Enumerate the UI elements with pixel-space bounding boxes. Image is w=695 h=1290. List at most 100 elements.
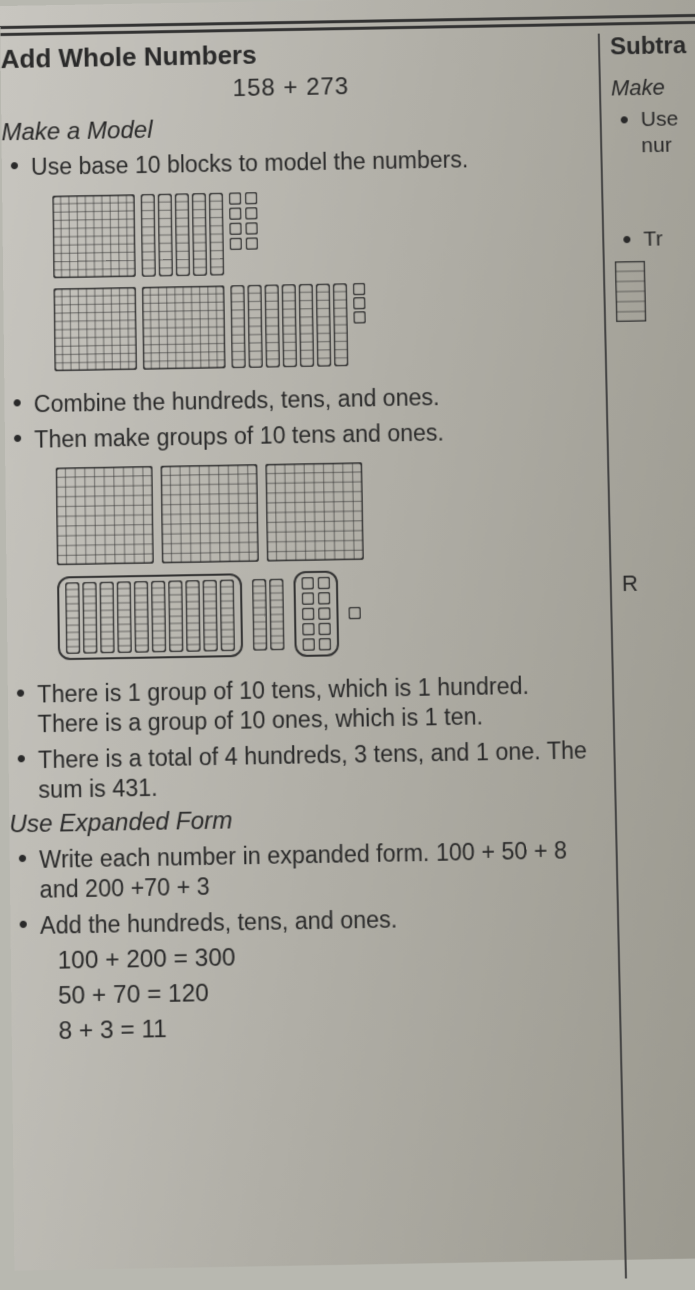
one-block-icon: [353, 311, 365, 323]
one-block-icon: [302, 577, 314, 589]
ten-block-icon: [220, 580, 235, 652]
loose-tens: [252, 579, 284, 651]
one-block-icon: [318, 577, 330, 589]
one-block-icon: [229, 222, 241, 234]
hundred-block-icon: [265, 462, 363, 561]
one-block-icon: [302, 593, 314, 605]
one-block-icon: [318, 592, 330, 604]
one-block-icon: [318, 608, 330, 620]
ten-block-icon: [299, 284, 314, 367]
one-block-icon: [303, 639, 315, 651]
hundred-block-icon: [56, 466, 154, 565]
equation: 50 + 70 = 120: [58, 972, 601, 1011]
side-partial-block: [615, 260, 695, 327]
side-title: Subtra: [610, 32, 695, 62]
partial-block-icon: [615, 261, 646, 322]
expression: 158 + 273: [1, 69, 581, 107]
ones-group: [229, 192, 258, 250]
ten-block-icon: [265, 284, 280, 367]
one-block-icon: [230, 237, 242, 249]
bullet-list-4: Write each number in expanded form. 100 …: [10, 836, 599, 941]
list-item: Combine the hundreds, tens, and ones.: [12, 380, 587, 419]
ten-block-icon: [230, 285, 245, 368]
list-item: Tr: [622, 225, 695, 253]
ten-block-icon: [82, 582, 97, 654]
equation: 8 + 3 = 11: [58, 1007, 601, 1046]
ten-block-icon: [134, 581, 149, 653]
bullet-list-2: Combine the hundreds, tens, and ones. Th…: [4, 380, 588, 455]
ten-block-icon: [316, 283, 331, 366]
one-block-icon: [245, 222, 257, 234]
subhead-expanded: Use Expanded Form: [9, 801, 597, 840]
bullet-text: Tr: [643, 226, 663, 253]
ten-block-icon: [333, 283, 349, 366]
one-block-icon: [245, 192, 257, 204]
one-block-icon: [353, 283, 365, 295]
page: Add Whole Numbers 158 + 273 Make a Model…: [0, 0, 695, 1271]
hundred-block-icon: [52, 194, 135, 278]
ten-block-icon: [247, 285, 262, 368]
tens-group-frame: [57, 574, 243, 661]
list-item: There is 1 group of 10 tens, which is 1 …: [16, 670, 595, 739]
tens-group: [230, 283, 348, 368]
block-row: [53, 279, 586, 371]
ten-block-icon: [269, 579, 284, 651]
bullet-list-1: Use base 10 blocks to model the numbers.: [2, 143, 583, 182]
ten-block-icon: [168, 581, 183, 653]
ones-group: [353, 283, 366, 324]
ten-block-icon: [252, 579, 267, 651]
bullet-text: Use nur: [641, 106, 695, 160]
tens-ones-row: [57, 566, 593, 661]
list-item: Add the hundreds, tens, and ones.: [18, 901, 599, 941]
hundred-block-icon: [53, 287, 137, 371]
list-item: Use base 10 blocks to model the numbers.: [10, 143, 583, 182]
list-item: Then make groups of 10 tens and ones.: [13, 415, 589, 454]
bullet-text: Add the hundreds, tens, and ones.: [40, 905, 398, 941]
spacer: [616, 325, 695, 570]
list-item: Write each number in expanded form. 100 …: [18, 836, 599, 905]
one-block-icon: [319, 638, 331, 650]
ten-block-icon: [100, 582, 115, 654]
bullet-text: There is 1 group of 10 tens, which is 1 …: [37, 670, 595, 739]
ones-group-frame: [293, 571, 339, 658]
ten-block-icon: [65, 582, 80, 654]
ten-block-icon: [282, 284, 297, 367]
bullet-text: Write each number in expanded form. 100 …: [39, 836, 598, 905]
section-title: Add Whole Numbers: [0, 34, 580, 75]
block-row: [52, 186, 584, 278]
ten-block-icon: [117, 582, 132, 654]
side-bullets-1: Use nur: [611, 106, 695, 160]
side-letter: R: [622, 569, 695, 597]
bullet-text: There is a total of 4 hundreds, 3 tens, …: [38, 735, 596, 804]
top-border: [0, 14, 695, 36]
loose-ones: [349, 607, 361, 619]
ten-block-icon: [209, 192, 224, 275]
one-block-icon: [245, 207, 257, 219]
one-block-icon: [229, 192, 241, 204]
one-block-icon: [349, 607, 361, 619]
subhead-model: Make a Model: [1, 109, 582, 147]
one-block-icon: [318, 623, 330, 635]
bullet-text: Use base 10 blocks to model the numbers.: [31, 145, 469, 182]
ten-block-icon: [141, 194, 156, 277]
ten-block-icon: [175, 193, 190, 276]
ten-block-icon: [192, 193, 207, 276]
spacer: [613, 165, 695, 227]
ten-block-icon: [151, 581, 166, 653]
one-block-icon: [302, 608, 314, 620]
one-block-icon: [229, 207, 241, 219]
one-block-icon: [353, 297, 365, 309]
list-item: There is a total of 4 hundreds, 3 tens, …: [17, 735, 597, 804]
bullet-text: Then make groups of 10 tens and ones.: [34, 418, 444, 454]
ten-block-icon: [185, 580, 200, 652]
main-column: Add Whole Numbers 158 + 273 Make a Model…: [0, 34, 627, 1290]
model-1: [52, 186, 586, 371]
hundred-block-icon: [161, 464, 259, 563]
ten-block-icon: [158, 193, 173, 276]
model-2: [56, 459, 593, 662]
bullet-text: Combine the hundreds, tens, and ones.: [34, 383, 440, 419]
equation: 100 + 200 = 300: [58, 937, 600, 976]
one-block-icon: [302, 623, 314, 635]
hundreds-row: [56, 459, 591, 566]
bullet-list-3: There is 1 group of 10 tens, which is 1 …: [8, 670, 596, 804]
